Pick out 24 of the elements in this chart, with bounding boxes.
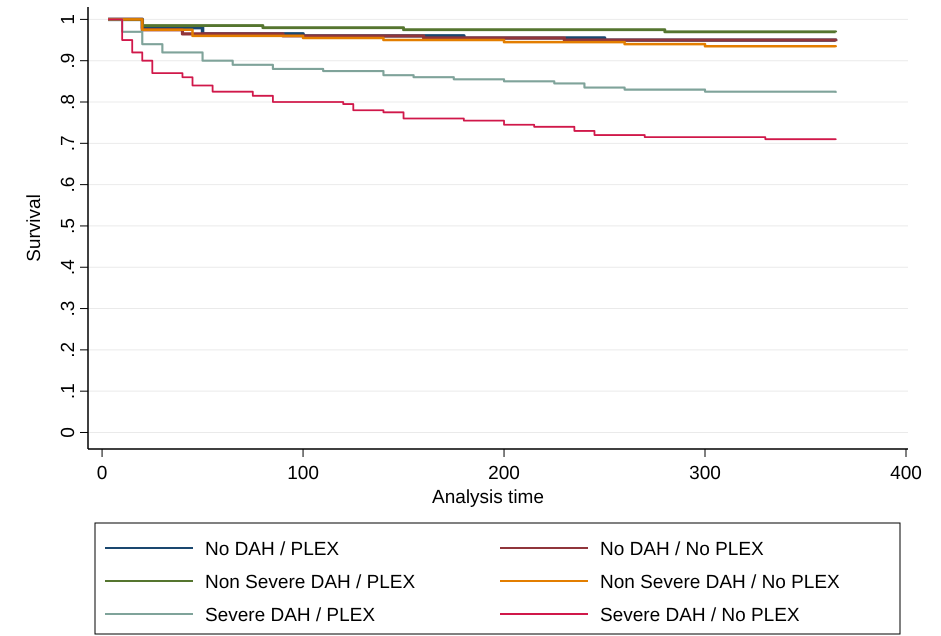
- y-tick-label: .9: [58, 52, 79, 69]
- legend-label: Severe DAH / PLEX: [205, 605, 376, 626]
- y-tick-label: 0: [58, 427, 79, 438]
- y-tick-label: .2: [58, 342, 79, 358]
- x-tick-label: 400: [890, 463, 922, 484]
- x-tick-label: 0: [96, 463, 108, 484]
- y-tick-label: .7: [58, 135, 79, 152]
- y-tick-label: .8: [58, 94, 79, 110]
- legend-label: Non Severe DAH / No PLEX: [600, 572, 840, 593]
- y-tick-label: 1: [58, 14, 79, 25]
- x-tick-label: 200: [488, 463, 520, 484]
- legend-label: No DAH / No PLEX: [600, 539, 764, 560]
- x-axis-title: Analysis time: [432, 487, 544, 508]
- y-tick-label: .4: [58, 258, 79, 276]
- y-tick-label: .1: [58, 383, 79, 400]
- legend-label: No DAH / PLEX: [205, 539, 340, 560]
- legend-label: Severe DAH / No PLEX: [600, 605, 800, 626]
- x-tick-label: 300: [689, 463, 721, 484]
- y-tick-label: .5: [58, 218, 79, 234]
- y-tick-label: .6: [58, 176, 79, 193]
- legend-label: Non Severe DAH / PLEX: [205, 572, 416, 593]
- y-tick-label: .3: [58, 300, 79, 316]
- y-axis-title: Survival: [24, 194, 45, 262]
- x-tick-label: 100: [287, 463, 319, 484]
